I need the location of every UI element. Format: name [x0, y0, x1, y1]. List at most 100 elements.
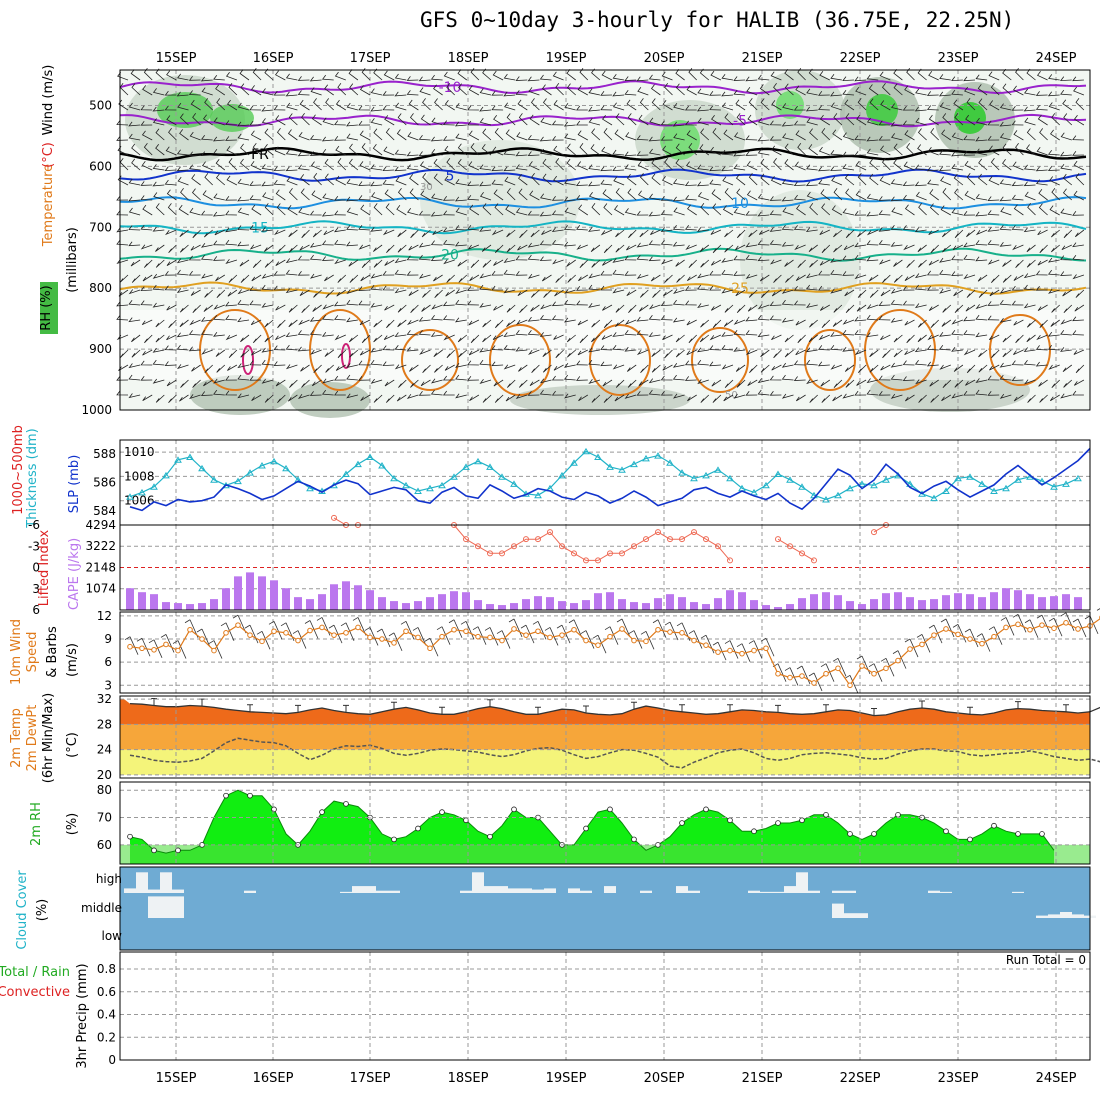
warm-core-contour	[242, 345, 254, 375]
wind-barb	[309, 254, 322, 261]
wind-barb	[176, 288, 189, 294]
surface-wind-barb	[1048, 617, 1063, 637]
wind-barb	[904, 274, 915, 281]
wind-barb	[987, 135, 1000, 141]
wind-barb	[515, 76, 528, 81]
wind-barb	[914, 181, 927, 187]
high-cloud-bar	[160, 872, 172, 893]
rh-dry-layer	[120, 310, 1090, 380]
rh-frame	[119, 781, 1091, 865]
wind-barb	[200, 317, 213, 322]
wind-barb	[382, 166, 395, 172]
wind-barb	[237, 241, 250, 247]
wind-barb	[167, 203, 177, 216]
wind-barb	[360, 274, 371, 282]
wind-barb	[624, 76, 637, 81]
wind-barb	[745, 151, 758, 156]
wind-barb	[191, 364, 201, 372]
thickness-marker	[378, 462, 386, 469]
thickness-line	[129, 450, 1079, 501]
wind-barb	[591, 259, 601, 268]
wind-barb	[563, 196, 576, 202]
wind-barb	[370, 378, 383, 384]
wind-barb	[503, 269, 516, 276]
wind-speed-marker	[463, 628, 469, 635]
cape-bar	[198, 603, 206, 610]
minmax-bar	[487, 699, 493, 707]
wind-barb	[552, 259, 564, 265]
cape-bar	[858, 604, 866, 610]
precip-frame	[119, 951, 1091, 1061]
wind-barb	[709, 334, 722, 341]
wind-barb	[784, 259, 794, 267]
wind-barb	[446, 274, 455, 283]
wind-barb	[1011, 285, 1024, 291]
wind-barb	[915, 88, 927, 96]
wind-barb	[530, 289, 540, 298]
wind-barb	[709, 166, 721, 172]
cape-bar	[750, 600, 758, 610]
cape-bar	[990, 592, 998, 610]
wind-barb	[664, 157, 673, 171]
wind-barb	[324, 274, 334, 282]
wind-barb	[757, 74, 770, 81]
wind-barb	[978, 349, 988, 358]
wind-barb	[431, 193, 443, 201]
rh-marker	[223, 792, 229, 799]
wind-barb	[648, 211, 661, 217]
wind-barb	[745, 330, 758, 336]
wind-barb	[999, 299, 1012, 306]
wind-barb	[640, 364, 649, 373]
surface-wind-barb	[280, 622, 295, 641]
wind-barb	[721, 269, 734, 276]
wind-barb	[963, 330, 976, 336]
wind-barb	[239, 259, 250, 267]
wind-barb	[225, 390, 237, 396]
wind-barb	[987, 196, 1000, 201]
wind-barb	[951, 271, 963, 276]
wind-barb	[237, 299, 250, 306]
wind-barb	[434, 98, 443, 111]
surface-wind-barb	[580, 630, 595, 649]
wind-barb	[346, 207, 359, 216]
wind-barb	[977, 84, 988, 96]
date-label-bottom: 20SEP	[644, 1071, 685, 1086]
wind-barb	[627, 379, 637, 388]
wind-barb	[273, 285, 286, 291]
wind-barb	[806, 379, 818, 385]
wind-barb	[915, 379, 927, 385]
rh-contour-label: 50	[725, 390, 738, 401]
wind-barb	[637, 161, 649, 171]
wind-barb	[346, 178, 358, 186]
wind-barb	[420, 379, 431, 387]
wind-barb	[795, 319, 806, 326]
wind-barb	[285, 269, 298, 276]
wind-barb	[384, 115, 395, 126]
surface-wind-barb	[676, 622, 691, 641]
wind-barb	[515, 330, 528, 336]
wind-barb	[418, 151, 431, 156]
wind-barb	[843, 244, 855, 251]
wind-barb	[626, 364, 637, 372]
wind-barb	[1062, 188, 1073, 201]
wind-barb	[503, 91, 516, 97]
wind-barb	[866, 378, 879, 384]
wind-barb	[721, 364, 734, 370]
wind-barb	[333, 375, 346, 381]
high-cloud-bar	[520, 888, 532, 893]
surface-wind-barb	[244, 624, 259, 644]
thickness-marker	[726, 474, 734, 482]
wind-barb	[1060, 89, 1072, 96]
wind-barb	[309, 151, 322, 156]
wind-barb	[854, 274, 867, 280]
rh-unit-label: (%)	[65, 813, 80, 836]
wind-barb	[215, 349, 226, 357]
wind-barb	[626, 289, 637, 297]
wind-barb	[842, 164, 855, 171]
wind-barb	[882, 274, 891, 283]
wind-barb	[636, 135, 649, 141]
wind-barb	[491, 285, 504, 291]
wind-barb	[336, 289, 347, 297]
wind-barb	[204, 364, 213, 373]
wind-barb	[784, 158, 794, 171]
